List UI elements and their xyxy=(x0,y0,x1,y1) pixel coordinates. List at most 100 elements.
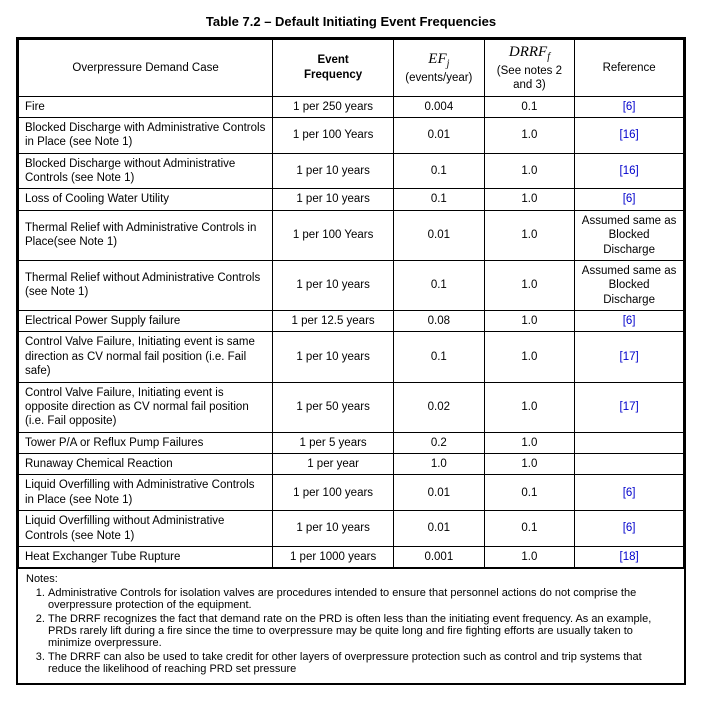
reference-link[interactable]: [16] xyxy=(620,129,639,141)
header-drrf: DRRFf (See notes 2 and 3) xyxy=(484,40,575,97)
cell-drrf: 1.0 xyxy=(484,311,575,332)
cell-case: Thermal Relief without Administrative Co… xyxy=(19,260,273,310)
cell-ef: 0.001 xyxy=(394,546,485,567)
cell-frequency: 1 per 12.5 years xyxy=(273,311,394,332)
header-freq-l1: Event xyxy=(317,54,348,66)
table-row: Thermal Relief with Administrative Contr… xyxy=(19,210,684,260)
cell-case: Control Valve Failure, Initiating event … xyxy=(19,382,273,432)
note-item: The DRRF can also be used to take credit… xyxy=(48,651,676,675)
cell-reference: [6] xyxy=(575,96,684,117)
notes-list: Administrative Controls for isolation va… xyxy=(30,587,676,675)
cell-frequency: 1 per 10 years xyxy=(273,260,394,310)
table-row: Tower P/A or Reflux Pump Failures1 per 5… xyxy=(19,432,684,453)
event-frequency-table: Overpressure Demand Case Event Frequency… xyxy=(18,39,684,568)
table-title: Table 7.2 – Default Initiating Event Fre… xyxy=(16,14,686,29)
table-row: Runaway Chemical Reaction1 per year1.01.… xyxy=(19,454,684,475)
cell-drrf: 1.0 xyxy=(484,332,575,382)
header-freq-l2: Frequency xyxy=(304,69,362,81)
reference-link[interactable]: [17] xyxy=(620,351,639,363)
cell-ef: 0.01 xyxy=(394,210,485,260)
table-row: Thermal Relief without Administrative Co… xyxy=(19,260,684,310)
cell-ef: 0.1 xyxy=(394,332,485,382)
reference-link[interactable]: [6] xyxy=(623,522,636,534)
cell-drrf: 1.0 xyxy=(484,260,575,310)
table-row: Heat Exchanger Tube Rupture1 per 1000 ye… xyxy=(19,546,684,567)
cell-drrf: 1.0 xyxy=(484,117,575,153)
header-drrf-note: (See notes 2 and 3) xyxy=(497,65,562,91)
cell-drrf: 1.0 xyxy=(484,153,575,189)
cell-case: Fire xyxy=(19,96,273,117)
cell-drrf: 1.0 xyxy=(484,189,575,210)
header-drrf-symbol: DRRF xyxy=(509,44,547,60)
cell-frequency: 1 per year xyxy=(273,454,394,475)
cell-drrf: 1.0 xyxy=(484,546,575,567)
reference-link[interactable]: [16] xyxy=(620,165,639,177)
reference-link[interactable]: [17] xyxy=(620,401,639,413)
cell-reference: [6] xyxy=(575,311,684,332)
cell-case: Blocked Discharge without Administrative… xyxy=(19,153,273,189)
cell-case: Heat Exchanger Tube Rupture xyxy=(19,546,273,567)
cell-case: Thermal Relief with Administrative Contr… xyxy=(19,210,273,260)
cell-ef: 1.0 xyxy=(394,454,485,475)
cell-drrf: 1.0 xyxy=(484,210,575,260)
cell-frequency: 1 per 10 years xyxy=(273,332,394,382)
table-row: Electrical Power Supply failure1 per 12.… xyxy=(19,311,684,332)
cell-reference xyxy=(575,432,684,453)
cell-frequency: 1 per 10 years xyxy=(273,511,394,547)
table-row: Fire1 per 250 years0.0040.1 [6] xyxy=(19,96,684,117)
notes-section: Notes: Administrative Controls for isola… xyxy=(18,568,684,683)
cell-drrf: 0.1 xyxy=(484,96,575,117)
cell-reference: [17] xyxy=(575,332,684,382)
cell-drrf: 0.1 xyxy=(484,511,575,547)
reference-link[interactable]: [18] xyxy=(620,551,639,563)
header-ef-units: (events/year) xyxy=(405,72,472,84)
header-row: Overpressure Demand Case Event Frequency… xyxy=(19,40,684,97)
table-body: Fire1 per 250 years0.0040.1[6]Blocked Di… xyxy=(19,96,684,568)
cell-case: Control Valve Failure, Initiating event … xyxy=(19,332,273,382)
header-case: Overpressure Demand Case xyxy=(19,40,273,97)
cell-ef: 0.02 xyxy=(394,382,485,432)
notes-title: Notes: xyxy=(26,573,676,585)
cell-case: Loss of Cooling Water Utility xyxy=(19,189,273,210)
cell-ef: 0.01 xyxy=(394,475,485,511)
cell-case: Blocked Discharge with Administrative Co… xyxy=(19,117,273,153)
cell-frequency: 1 per 100 years xyxy=(273,475,394,511)
cell-frequency: 1 per 1000 years xyxy=(273,546,394,567)
cell-reference xyxy=(575,454,684,475)
cell-reference: Assumed same as Blocked Discharge xyxy=(575,260,684,310)
cell-reference: [6] xyxy=(575,475,684,511)
cell-ef: 0.01 xyxy=(394,511,485,547)
table-row: Control Valve Failure, Initiating event … xyxy=(19,332,684,382)
header-reference: Reference xyxy=(575,40,684,97)
cell-drrf: 1.0 xyxy=(484,432,575,453)
table-frame: Overpressure Demand Case Event Frequency… xyxy=(16,37,686,685)
reference-link[interactable]: [6] xyxy=(623,193,636,205)
note-item: Administrative Controls for isolation va… xyxy=(48,587,676,611)
table-row: Blocked Discharge with Administrative Co… xyxy=(19,117,684,153)
reference-link[interactable]: [6] xyxy=(623,487,636,499)
cell-reference: [17] xyxy=(575,382,684,432)
header-ef-sub: j xyxy=(447,58,450,69)
cell-reference: [6] xyxy=(575,189,684,210)
cell-ef: 0.01 xyxy=(394,117,485,153)
cell-ef: 0.2 xyxy=(394,432,485,453)
cell-case: Liquid Overfilling with Administrative C… xyxy=(19,475,273,511)
cell-frequency: 1 per 10 years xyxy=(273,153,394,189)
reference-link[interactable]: [6] xyxy=(623,101,636,113)
header-frequency: Event Frequency xyxy=(273,40,394,97)
cell-ef: 0.004 xyxy=(394,96,485,117)
cell-frequency: 1 per 250 years xyxy=(273,96,394,117)
cell-ef: 0.1 xyxy=(394,189,485,210)
cell-case: Tower P/A or Reflux Pump Failures xyxy=(19,432,273,453)
cell-reference: Assumed same as Blocked Discharge xyxy=(575,210,684,260)
cell-reference: [16] xyxy=(575,117,684,153)
cell-case: Liquid Overfilling without Administrativ… xyxy=(19,511,273,547)
header-ef: EFj (events/year) xyxy=(394,40,485,97)
cell-drrf: 0.1 xyxy=(484,475,575,511)
reference-link[interactable]: [6] xyxy=(623,315,636,327)
table-row: Loss of Cooling Water Utility1 per 10 ye… xyxy=(19,189,684,210)
cell-frequency: 1 per 50 years xyxy=(273,382,394,432)
cell-frequency: 1 per 100 Years xyxy=(273,117,394,153)
table-row: Blocked Discharge without Administrative… xyxy=(19,153,684,189)
cell-drrf: 1.0 xyxy=(484,454,575,475)
